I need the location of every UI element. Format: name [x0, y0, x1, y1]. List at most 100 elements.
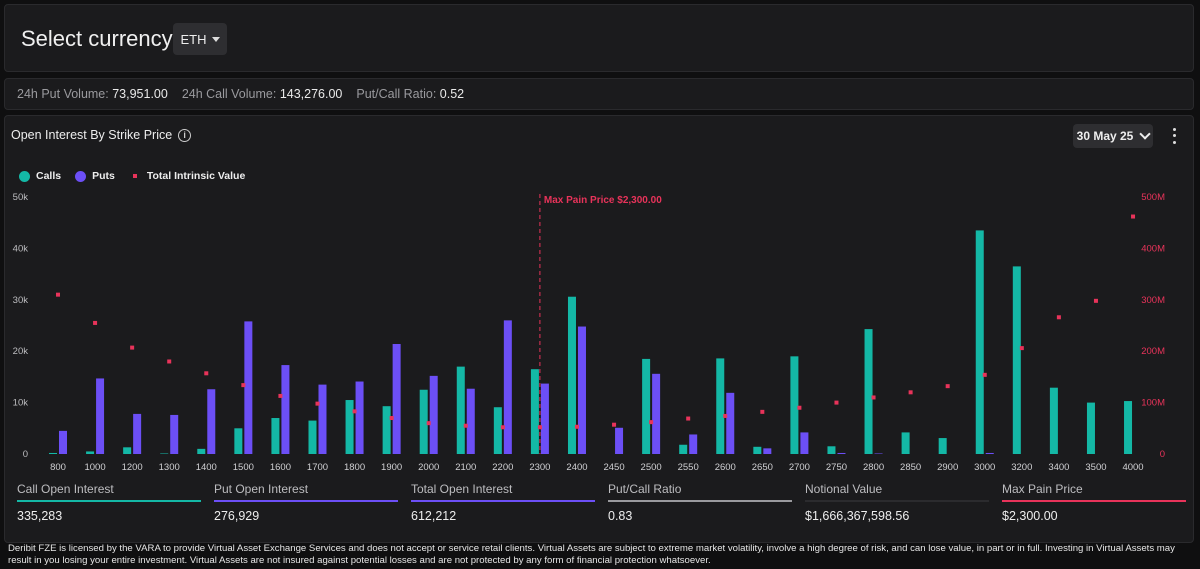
stat-underline	[17, 500, 201, 502]
intrinsic-marker	[1093, 298, 1098, 303]
stat-value: $2,300.00	[1002, 509, 1058, 523]
x-tick-label: 3200	[1011, 462, 1032, 473]
x-tick-label: 2400	[566, 462, 587, 473]
stat-label: Max Pain Price	[1002, 482, 1083, 496]
legend-intrinsic-label: Total Intrinsic Value	[146, 170, 246, 182]
intrinsic-marker	[797, 405, 802, 410]
x-tick-label: 1200	[122, 462, 143, 473]
disclaimer-footer: Deribit FZE is licensed by the VARA to p…	[8, 543, 1175, 566]
legend-intrinsic[interactable]: Total Intrinsic Value	[129, 170, 245, 182]
put-bar	[726, 392, 735, 454]
put-volume-value: 73,951.00	[112, 87, 168, 101]
call-bar	[345, 400, 354, 454]
y-left-tick-label: 30k	[13, 295, 29, 306]
intrinsic-marker	[574, 424, 579, 429]
put-bar	[466, 388, 475, 454]
select-currency-label: Select currency:	[21, 26, 179, 51]
call-bar	[86, 451, 95, 454]
put-bar	[207, 389, 216, 454]
call-bar	[1012, 266, 1021, 454]
call-bar	[530, 369, 539, 454]
max-pain-label: Max Pain Price $2,300.00	[544, 195, 662, 206]
x-tick-label: 2450	[603, 462, 624, 473]
intrinsic-marker	[686, 416, 691, 421]
intrinsic-marker	[426, 421, 431, 426]
put-bar	[652, 373, 661, 454]
intrinsic-marker	[537, 425, 542, 430]
call-bar	[975, 230, 984, 454]
y-left-tick-label: 20k	[13, 346, 29, 357]
x-tick-label: 2000	[418, 462, 439, 473]
y-left-tick-label: 50k	[13, 192, 29, 203]
stat-label: Put Open Interest	[214, 482, 309, 496]
put-volume-label: 24h Put Volume:	[17, 87, 109, 101]
stat-underline	[1002, 500, 1186, 502]
intrinsic-marker	[834, 400, 839, 405]
x-tick-label: 800	[50, 462, 66, 473]
put-bar	[615, 427, 624, 454]
y-right-tick-label: 500M	[1141, 192, 1165, 203]
x-tick-label: 1600	[270, 462, 291, 473]
y-right-tick-label: 100M	[1141, 398, 1165, 409]
call-bar	[197, 448, 206, 454]
intrinsic-marker	[167, 359, 172, 364]
call-bar	[1049, 387, 1058, 454]
put-bar	[281, 365, 290, 454]
put-bar	[837, 452, 846, 454]
stat-value: 276,929	[214, 509, 260, 523]
stats-row: Call Open Interest 335,283 Put Open Inter…	[17, 482, 1187, 523]
intrinsic-marker	[760, 409, 765, 414]
intrinsic-marker	[871, 395, 876, 400]
call-bar	[308, 420, 317, 454]
x-tick-label: 2550	[678, 462, 699, 473]
stat-item: Total Open Interest 612,212	[411, 482, 595, 523]
put-bar	[170, 414, 179, 454]
currency-panel: Select currency: ETH	[4, 4, 1194, 72]
call-bar	[1124, 401, 1133, 454]
put-bar	[689, 434, 698, 454]
x-tick-label: 1400	[196, 462, 217, 473]
put-bar	[318, 384, 327, 454]
call-bar	[790, 356, 799, 454]
more-options-icon[interactable]	[1169, 126, 1179, 146]
x-tick-label: 4000	[1122, 462, 1143, 473]
x-tick-label: 1500	[233, 462, 254, 473]
intrinsic-marker	[982, 372, 987, 377]
intrinsic-marker	[1019, 346, 1024, 351]
currency-dropdown[interactable]: ETH	[173, 23, 227, 55]
call-volume-value: 143,276.00	[279, 87, 343, 101]
put-bar	[244, 321, 253, 454]
x-tick-label: 2100	[455, 462, 476, 473]
info-icon[interactable]: i	[178, 128, 192, 142]
x-tick-label: 1800	[344, 462, 365, 473]
call-bar	[567, 296, 576, 454]
intrinsic-marker	[908, 390, 913, 395]
x-tick-label: 2700	[789, 462, 810, 473]
stat-underline	[411, 500, 595, 502]
call-bar	[493, 407, 502, 454]
x-tick-label: 2500	[641, 462, 662, 473]
panel-title: Open Interest By Strike Price i	[11, 128, 192, 142]
stat-underline	[214, 500, 398, 502]
stat-value: $1,666,367,598.56	[805, 509, 910, 523]
call-bar	[642, 358, 651, 454]
expiry-date-dropdown[interactable]: 30 May 25	[1073, 124, 1153, 148]
legend-puts[interactable]: Puts	[75, 170, 115, 182]
intrinsic-marker	[389, 416, 394, 421]
put-bar	[577, 326, 586, 454]
put-bar	[540, 383, 549, 454]
stat-underline	[608, 500, 792, 502]
intrinsic-marker	[352, 409, 357, 414]
intrinsic-marker	[315, 401, 320, 406]
stat-label: Total Open Interest	[411, 482, 513, 496]
legend-calls-label: Calls	[36, 170, 62, 182]
legend-calls[interactable]: Calls	[19, 170, 61, 182]
call-bar	[679, 444, 688, 454]
put-bar	[133, 413, 142, 454]
stat-label: Notional Value	[805, 482, 883, 496]
stat-item: Call Open Interest 335,283	[17, 482, 201, 523]
stat-label: Call Open Interest	[17, 482, 114, 496]
call-bar	[901, 432, 910, 454]
chevron-down-icon	[1139, 128, 1152, 140]
put-bar	[392, 344, 401, 454]
